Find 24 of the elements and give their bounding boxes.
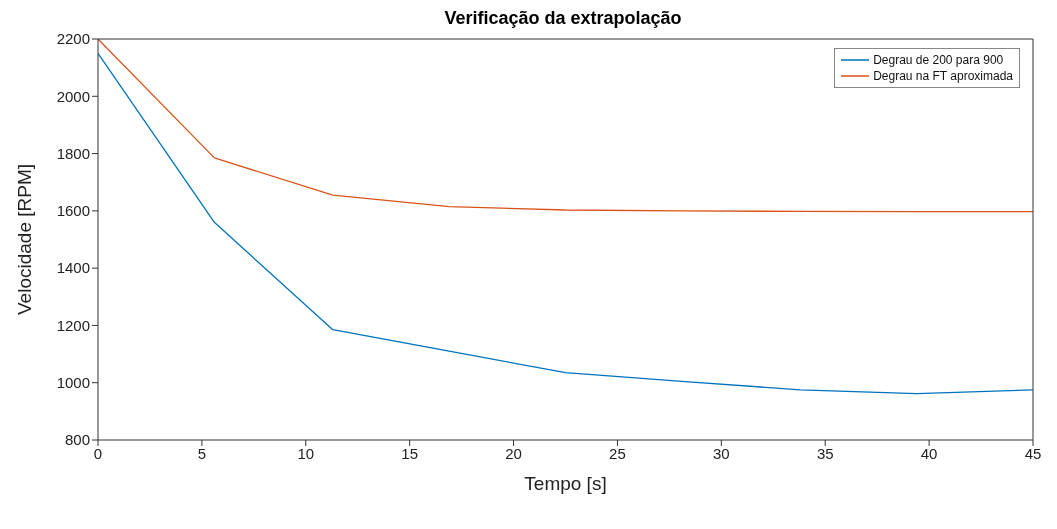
y-tick-label: 2000 bbox=[56, 87, 90, 105]
y-axis-title: Velocidade [RPM] bbox=[13, 163, 35, 316]
x-tick-label: 30 bbox=[712, 444, 730, 462]
y-tick-label: 1800 bbox=[56, 144, 90, 162]
y-tick-label: 1400 bbox=[56, 259, 90, 277]
y-tick-label: 1200 bbox=[56, 316, 90, 334]
x-tick-label: 20 bbox=[505, 444, 522, 462]
x-tick-label: 40 bbox=[920, 444, 938, 462]
legend-label: Degrau de 200 para 900 bbox=[873, 52, 1004, 68]
x-tick-label: 35 bbox=[816, 444, 834, 462]
x-tick-label: 10 bbox=[297, 444, 315, 462]
x-tick-label: 45 bbox=[1024, 444, 1042, 462]
y-tick-label: 1000 bbox=[56, 374, 90, 392]
x-tick-label: 0 bbox=[93, 444, 103, 462]
line-series bbox=[98, 52, 1033, 395]
x-tick-label: 15 bbox=[401, 444, 419, 462]
y-tick-label: 800 bbox=[64, 431, 90, 449]
y-tick-label: 2200 bbox=[56, 30, 90, 48]
x-axis-title: Tempo [s] bbox=[524, 473, 607, 494]
y-tick-label: 1600 bbox=[56, 202, 90, 220]
x-tick-label: 5 bbox=[197, 444, 207, 462]
legend-label: Degrau na FT aproximada bbox=[873, 68, 1013, 84]
x-tick-label: 25 bbox=[609, 444, 626, 462]
chart-title: Verificação da extrapolação bbox=[443, 8, 683, 30]
